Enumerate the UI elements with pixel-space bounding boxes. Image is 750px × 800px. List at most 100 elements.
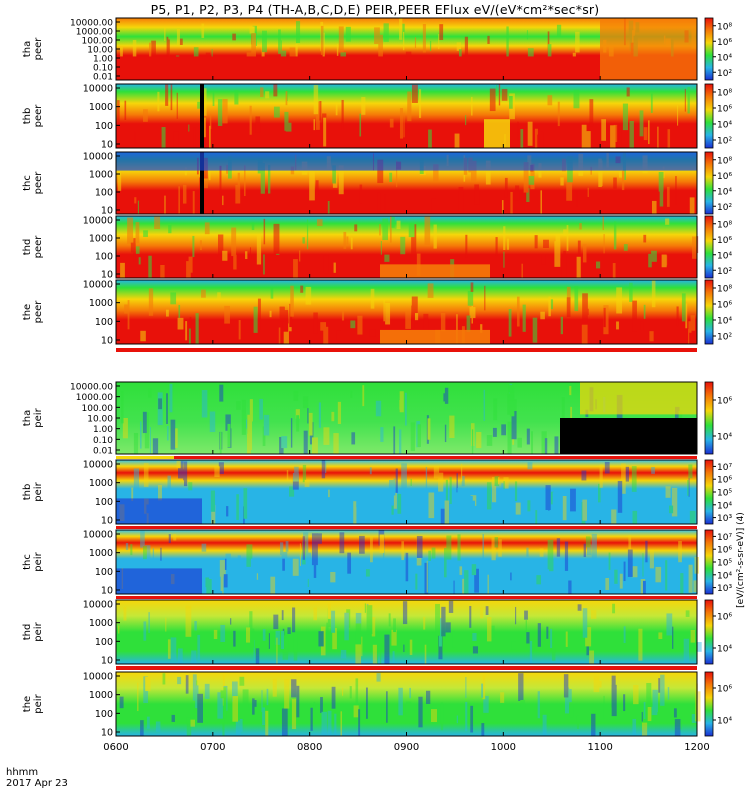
colorbar-tick-label: 10⁸ [717, 220, 732, 230]
colorbar-tick-label: 10² [717, 267, 732, 277]
y-tick-label: 100 [95, 252, 113, 263]
y-tick-label: 10 [101, 728, 113, 739]
probe-label: thc [22, 554, 33, 570]
x-tick-label: 0600 [103, 742, 128, 753]
colorbar-tick-label: 10² [717, 137, 732, 147]
y-tick-label: 1.00 [93, 55, 113, 65]
probe-label: thb [22, 484, 33, 501]
y-tick-label: 100 [95, 497, 113, 508]
y-tick-label: 10 [101, 516, 113, 527]
colorbar-tick-label: 10⁵ [717, 489, 732, 499]
spectrogram-texture [124, 280, 696, 344]
colorbar-tick-label: 10⁴ [717, 571, 732, 581]
instrument-label: peir [33, 551, 44, 571]
data-gap-line [200, 84, 204, 148]
quality-flag-bar [116, 596, 697, 599]
colorbar-tick-label: 10⁶ [717, 172, 732, 182]
y-tick-label: 10000 [83, 460, 113, 471]
colorbar-tick-label: 10⁶ [717, 105, 732, 115]
instrument-label: peer [33, 300, 44, 324]
y-tick-label: 100 [95, 709, 113, 720]
y-tick-label: 100 [95, 121, 113, 132]
colorbar [704, 599, 714, 665]
probe-label: the [22, 696, 33, 712]
probe-label: thd [22, 239, 33, 256]
y-tick-label: 0.01 [93, 447, 113, 457]
data-gap-line [200, 152, 204, 214]
y-tick-label: 1.00 [93, 425, 113, 435]
y-tick-label: 10000 [83, 216, 113, 227]
y-tick-label: 10 [101, 206, 113, 217]
instrument-label: peir [33, 621, 44, 641]
probe-label: thc [22, 175, 33, 191]
y-tick-label: 1000 [89, 102, 113, 113]
y-tick-label: 100 [95, 567, 113, 578]
colorbar-tick-label: 10⁴ [717, 645, 732, 655]
y-tick-label: 0.10 [93, 64, 113, 74]
instrument-label: peer [33, 171, 44, 195]
no-data-region [560, 418, 697, 454]
spectrogram-image [116, 460, 697, 524]
colorbar-tick-label: 10⁷ [717, 463, 732, 473]
time-axis-label: hhmm 2017 Apr 23 [6, 767, 68, 789]
colorbar [704, 215, 714, 279]
y-tick-label: 1000 [89, 298, 113, 309]
colorbar-tick-label: 10⁸ [717, 89, 732, 99]
quality-flag-bar [116, 526, 697, 529]
y-tick-label: 10 [101, 586, 113, 597]
spectrogram-image [116, 530, 697, 594]
colorbar-tick-label: 10⁶ [717, 236, 732, 246]
figure-title: P5, P1, P2, P3, P4 (TH-A,B,C,D,E) PEIR,P… [150, 2, 600, 17]
colorbar-tick-label: 10⁶ [717, 38, 732, 48]
colorbar-tick-label: 10⁴ [717, 53, 732, 63]
colorbar [704, 279, 714, 345]
colorbar-tick-label: 10⁶ [717, 476, 732, 486]
y-tick-label: 10 [101, 336, 113, 347]
y-tick-label: 0.10 [93, 436, 113, 446]
y-tick-label: 10.00 [87, 415, 113, 425]
colorbar-tick-label: 10⁸ [717, 156, 732, 166]
y-tick-label: 10 [101, 140, 113, 151]
colorbar-tick-label: 10⁴ [717, 717, 732, 727]
spectrogram-texture [119, 673, 701, 736]
y-tick-label: 10000 [83, 672, 113, 683]
instrument-label: peer [33, 235, 44, 259]
date-label: 2017 Apr 23 [6, 778, 68, 789]
colorbar-tick-label: 10⁶ [717, 685, 732, 695]
instrument-label: peer [33, 104, 44, 128]
colorbar [704, 151, 714, 215]
x-tick-label: 0800 [297, 742, 322, 753]
low-energy-enhancement [380, 264, 490, 278]
colorbar-tick-label: 10² [717, 69, 732, 79]
x-tick-label: 1100 [587, 742, 612, 753]
colorbar-tick-label: 10² [717, 333, 732, 343]
quality-flag-bar [116, 456, 174, 459]
probe-label: the [22, 304, 33, 320]
colorbar-tick-label: 10⁴ [717, 317, 732, 327]
y-tick-label: 10000 [83, 280, 113, 291]
colorbar-tick-label: 10⁷ [717, 533, 732, 543]
low-energy-band [116, 56, 697, 80]
spectrogram-texture [121, 530, 699, 594]
y-tick-label: 1000 [89, 618, 113, 629]
y-tick-label: 1000 [89, 690, 113, 701]
y-tick-label: 10.00 [87, 46, 113, 56]
colorbar [704, 459, 714, 525]
y-tick-label: 100.00 [82, 404, 114, 414]
y-tick-label: 10000.00 [70, 19, 113, 29]
time-unit-label: hhmm [6, 767, 39, 778]
spectrogram-image [116, 672, 697, 736]
spectrogram-image [116, 600, 697, 664]
colorbar-tick-label: 10⁶ [717, 397, 732, 407]
x-tick-label: 1200 [684, 742, 709, 753]
colorbar-tick-label: 10⁶ [717, 301, 732, 311]
low-energy-enhancement [380, 329, 490, 344]
x-tick-label: 0900 [394, 742, 419, 753]
y-tick-label: 100 [95, 637, 113, 648]
low-count-region [116, 568, 202, 594]
colorbar [704, 381, 714, 455]
y-tick-label: 10000 [83, 530, 113, 541]
y-tick-label: 10000.00 [70, 383, 113, 393]
spectrogram-texture [120, 383, 683, 454]
spectrogram-texture [118, 600, 702, 664]
